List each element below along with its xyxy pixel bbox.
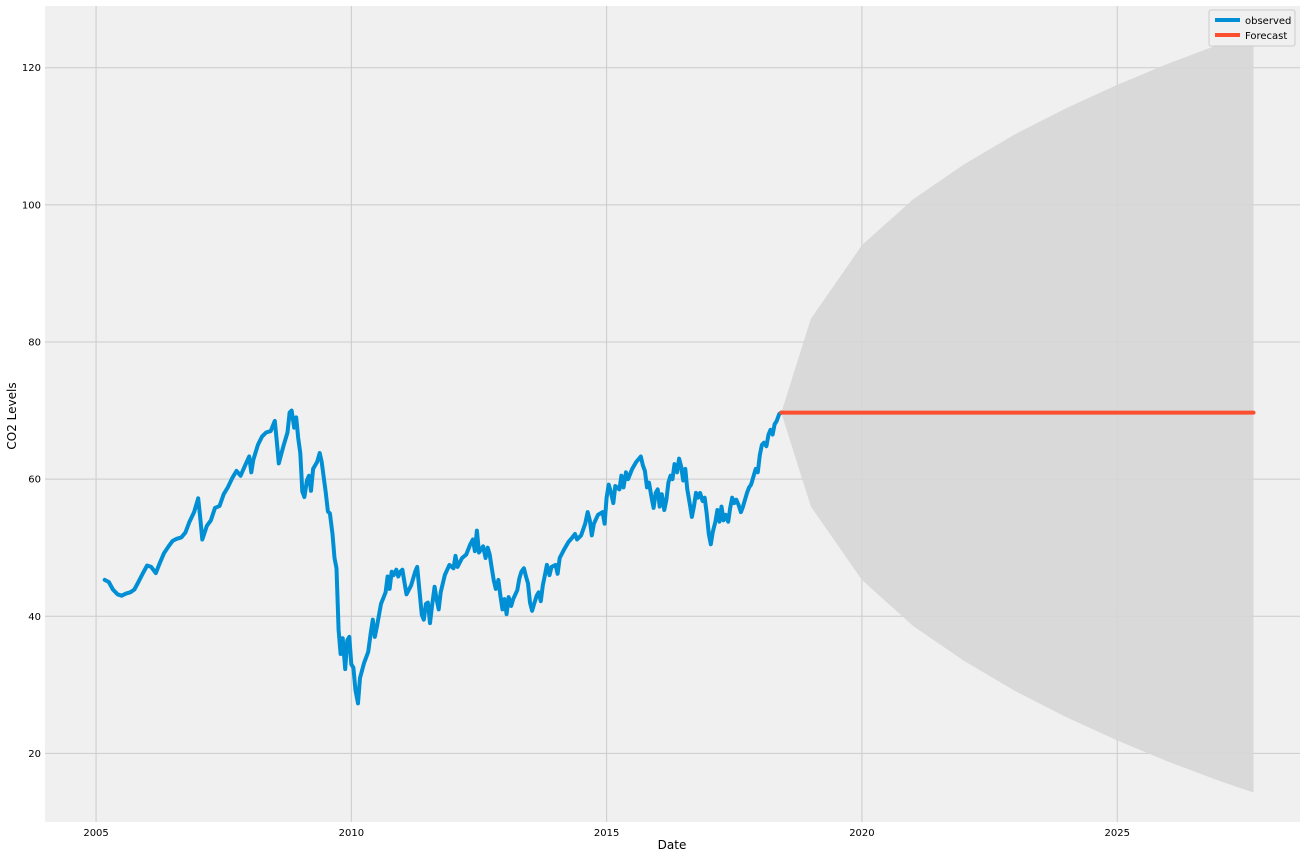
y-tick-label-100: 100 (22, 200, 41, 211)
y-tick-label-80: 80 (28, 338, 41, 349)
x-axis-title: Date (658, 838, 687, 852)
x-tick-label-2015: 2015 (594, 828, 619, 839)
y-tick-label-120: 120 (22, 63, 41, 74)
y-tick-label-20: 20 (28, 749, 41, 760)
legend: observed Forecast (1208, 9, 1296, 47)
y-tick-label-40: 40 (28, 612, 41, 623)
y-tick-labels: 20 40 60 80 100 120 (22, 63, 41, 760)
x-tick-label-2010: 2010 (339, 828, 364, 839)
x-tick-label-2025: 2025 (1104, 828, 1129, 839)
x-tick-label-2005: 2005 (83, 828, 108, 839)
x-tick-label-2020: 2020 (849, 828, 874, 839)
x-tick-labels: 2005 2010 2015 2020 2025 (83, 828, 1130, 839)
y-tick-label-60: 60 (28, 475, 41, 486)
series-lines (102, 408, 1256, 706)
series-line-observed (102, 408, 784, 706)
legend-label-observed: observed (1245, 16, 1291, 27)
y-axis-title: CO2 Levels (5, 382, 19, 449)
legend-label-forecast: Forecast (1245, 31, 1287, 42)
